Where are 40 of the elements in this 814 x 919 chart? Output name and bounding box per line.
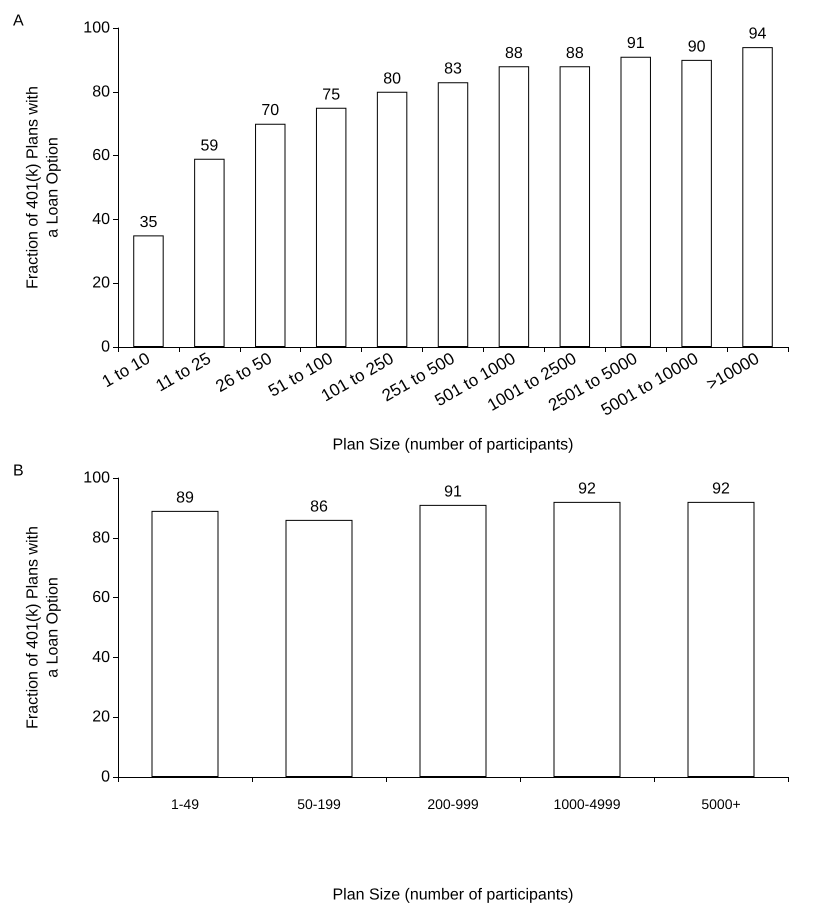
y-tick-label: 0 [101,768,110,786]
y-tick-label: 20 [92,274,110,292]
data-label: 86 [310,498,328,516]
data-label: 75 [322,86,340,104]
y-tick-label: 40 [92,648,110,666]
y-axis-title: Fraction of 401(k) Plans with a Loan Option [24,526,62,729]
data-label: 35 [140,214,158,231]
y-tick-label: 80 [92,83,110,100]
x-tick-label: 1-49 [170,796,200,812]
chart-title: A [13,12,24,30]
chart-title: B [13,462,24,480]
data-label: 94 [748,26,767,43]
data-label: 92 [578,480,596,498]
y-tick-label: 60 [92,147,110,164]
x-axis-title: Plan Size (number of participants) [332,886,574,904]
x-tick-label: 50-199 [297,796,342,812]
x-tick-label: 11 to 25 [152,348,214,396]
data-label: 91 [626,35,645,52]
data-label: 89 [176,489,194,506]
x-axis-title: Plan Size (number of participants) [332,436,574,454]
data-label: 80 [383,70,402,88]
data-label: 70 [261,102,280,120]
data-label: 88 [505,44,523,62]
y-tick-label: 80 [92,529,110,546]
y-axis-title: Fraction of 401(k) Plans with a Loan Option [24,86,62,289]
data-label: 59 [200,137,218,154]
data-label: 92 [712,480,730,498]
y-tick-label: 20 [92,708,110,726]
y-tick-label: 0 [101,338,110,356]
x-tick-label: 5000+ [701,796,741,812]
y-tick-label: 40 [92,210,110,228]
data-label: 90 [688,38,706,56]
data-label: 83 [444,60,462,78]
data-label: 91 [444,483,462,500]
y-tick-label: 100 [83,20,110,36]
y-tick-label: 60 [92,589,110,606]
x-tick-label: 200-999 [427,796,479,812]
x-tick-label: 1000-4999 [554,796,621,812]
data-label: 88 [566,44,584,62]
y-tick-label: 100 [83,470,110,486]
